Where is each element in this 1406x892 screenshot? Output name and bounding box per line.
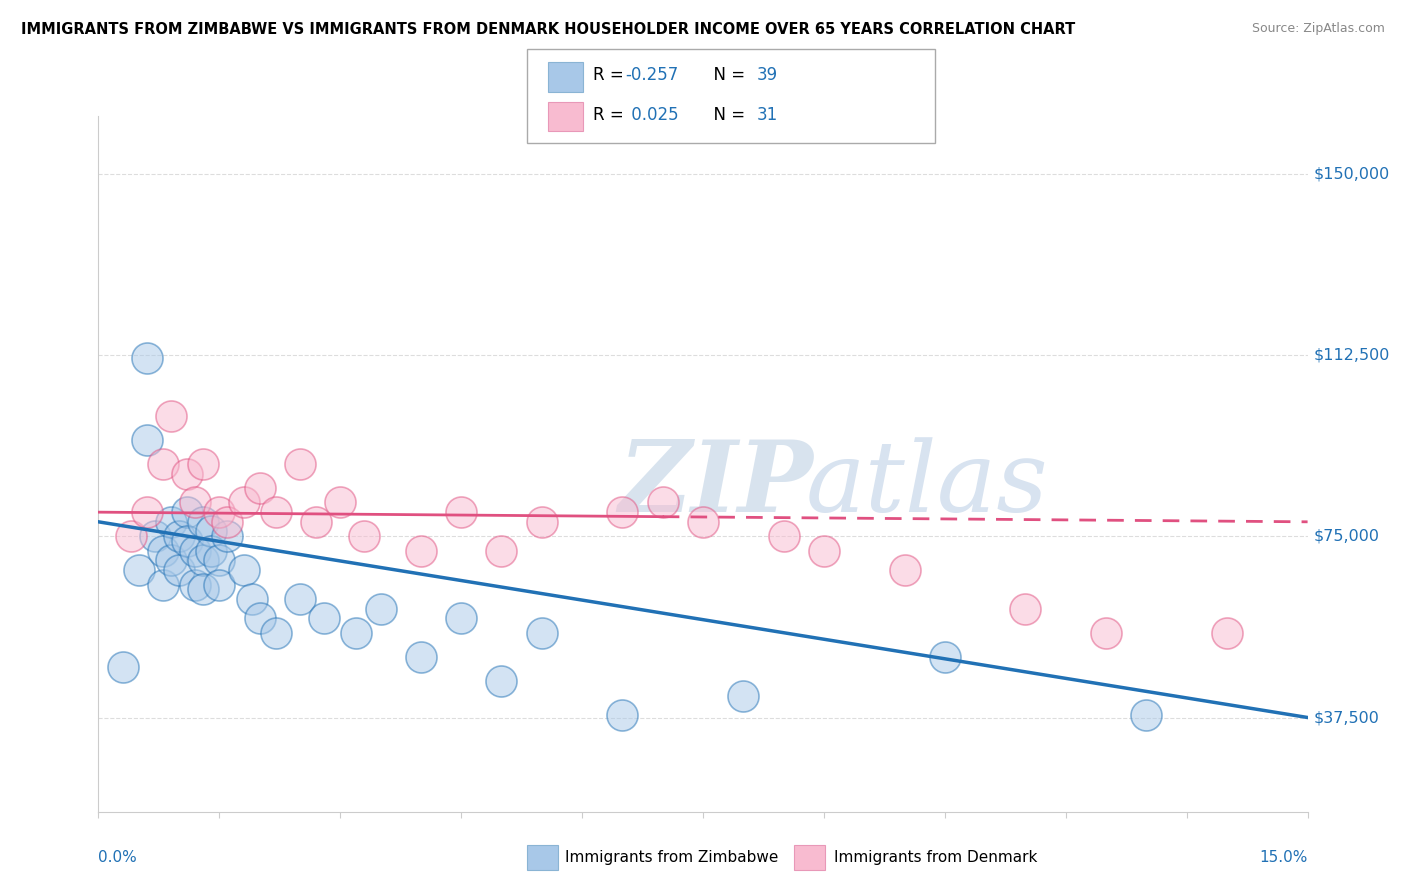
Point [772,529,794,543]
Point [167,563,190,577]
Text: -0.257: -0.257 [626,66,679,84]
Text: N =: N = [703,105,751,123]
Text: IMMIGRANTS FROM ZIMBABWE VS IMMIGRANTS FROM DENMARK HOUSEHOLDER INCOME OVER 65 Y: IMMIGRANTS FROM ZIMBABWE VS IMMIGRANTS F… [21,22,1076,37]
Text: Immigrants from Denmark: Immigrants from Denmark [834,850,1038,864]
Point [128,563,150,577]
Point [651,495,673,509]
Point [217,529,239,543]
Point [135,433,157,447]
Point [353,529,375,543]
Point [893,563,915,577]
Point [143,529,166,543]
Text: atlas: atlas [806,437,1049,533]
Point [152,543,174,558]
Point [370,602,392,616]
Point [530,626,553,640]
Point [329,495,352,509]
Text: Immigrants from Zimbabwe: Immigrants from Zimbabwe [565,850,779,864]
Point [193,553,215,567]
Text: 31: 31 [756,105,778,123]
Point [232,563,254,577]
Point [152,457,174,471]
Point [1216,626,1239,640]
Point [193,515,215,529]
Point [314,611,336,625]
Point [232,495,254,509]
Point [344,626,367,640]
Point [249,481,271,495]
Point [450,505,472,519]
Point [240,592,263,607]
Point [692,515,714,529]
Point [491,674,513,689]
Point [612,505,634,519]
Point [409,543,432,558]
Point [200,524,222,539]
Point [184,495,207,509]
Point [409,650,432,665]
Point [450,611,472,625]
Text: $75,000: $75,000 [1313,529,1379,544]
Text: N =: N = [703,66,751,84]
Point [135,505,157,519]
Text: R =: R = [593,105,630,123]
Point [120,529,142,543]
Point [193,582,215,597]
Point [1135,708,1157,723]
Point [176,467,198,481]
Point [111,660,134,674]
Point [160,409,183,423]
Point [491,543,513,558]
Point [208,553,231,567]
Point [160,553,183,567]
Point [288,592,311,607]
Point [167,529,190,543]
Point [217,515,239,529]
Text: $150,000: $150,000 [1313,167,1391,181]
Point [176,505,198,519]
Point [305,515,328,529]
Point [612,708,634,723]
Text: Source: ZipAtlas.com: Source: ZipAtlas.com [1251,22,1385,36]
Point [264,626,287,640]
Point [813,543,835,558]
Text: ZIP: ZIP [619,436,813,533]
Text: $37,500: $37,500 [1313,710,1379,725]
Point [733,689,755,703]
Point [1014,602,1036,616]
Point [530,515,553,529]
Point [135,351,157,365]
Point [264,505,287,519]
Point [249,611,271,625]
Text: 0.0%: 0.0% [98,850,138,865]
Point [208,505,231,519]
Point [152,577,174,591]
Point [200,543,222,558]
Point [288,457,311,471]
Point [193,457,215,471]
Text: R =: R = [593,66,630,84]
Point [208,577,231,591]
Text: 15.0%: 15.0% [1260,850,1308,865]
Point [184,577,207,591]
Point [176,534,198,549]
Text: 39: 39 [756,66,778,84]
Point [1095,626,1118,640]
Point [160,515,183,529]
Point [184,543,207,558]
Text: $112,500: $112,500 [1313,348,1391,363]
Point [934,650,956,665]
Text: 0.025: 0.025 [626,105,678,123]
